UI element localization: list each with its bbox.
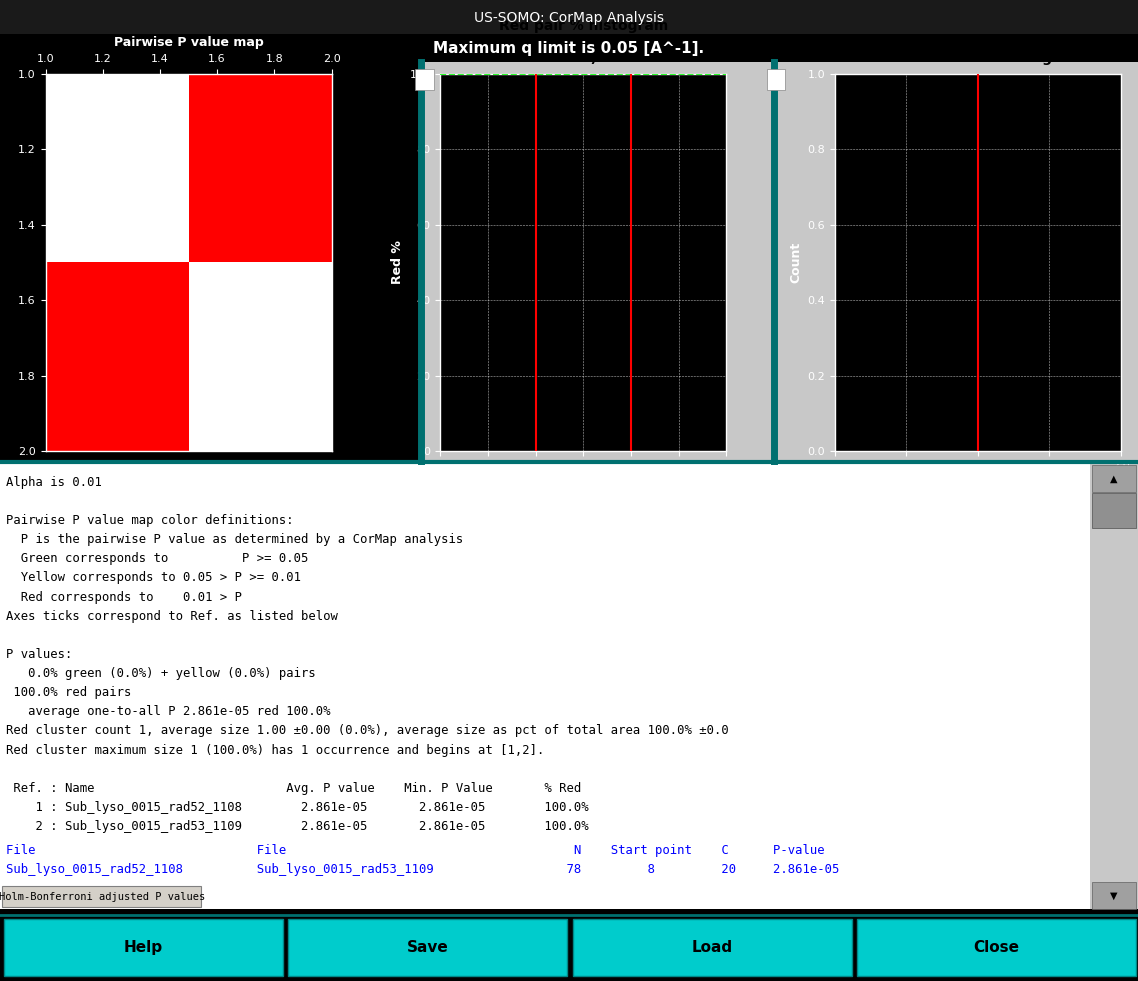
Text: Maximum q limit is 0.05 [A^-1].: Maximum q limit is 0.05 [A^-1]. [434, 41, 704, 56]
Y-axis label: Count: Count [789, 241, 802, 284]
X-axis label: Red cluster size: Red cluster size [922, 477, 1033, 490]
Text: Axes ticks correspond to Ref. as listed below: Axes ticks correspond to Ref. as listed … [6, 609, 338, 623]
Text: Pairwise P value map color definitions:: Pairwise P value map color definitions: [6, 514, 294, 527]
Text: 2 : Sub_lyso_0015_rad53_1109        2.861e-05       2.861e-05        100.0%: 2 : Sub_lyso_0015_rad53_1109 2.861e-05 2… [6, 820, 588, 833]
Title: Red pair % histogram
(Lines represent average, ±1
SD): Red pair % histogram (Lines represent av… [469, 19, 698, 66]
Text: P is the pairwise P value as determined by a CorMap analysis: P is the pairwise P value as determined … [6, 533, 463, 546]
Text: Alpha is 0.01: Alpha is 0.01 [6, 476, 101, 489]
Text: average one-to-all P 2.861e-05 red 100.0%: average one-to-all P 2.861e-05 red 100.0… [6, 705, 330, 718]
Title: Pairwise P value map: Pairwise P value map [114, 35, 263, 49]
Text: Red corresponds to    0.01 > P: Red corresponds to 0.01 > P [6, 591, 241, 603]
Text: 1 : Sub_lyso_0015_rad52_1108        2.861e-05       2.861e-05        100.0%: 1 : Sub_lyso_0015_rad52_1108 2.861e-05 2… [6, 800, 588, 814]
Text: ▲: ▲ [1111, 474, 1118, 484]
Text: ▼: ▼ [1111, 891, 1118, 901]
Text: 0.0% green (0.0%) + yellow (0.0%) pairs: 0.0% green (0.0%) + yellow (0.0%) pairs [6, 667, 315, 680]
X-axis label: Ref.: Ref. [569, 477, 597, 490]
Y-axis label: Red %: Red % [391, 240, 404, 284]
Text: Sub_lyso_0015_rad52_1108          Sub_lyso_0015_rad53_1109                  78  : Sub_lyso_0015_rad52_1108 Sub_lyso_0015_r… [6, 863, 839, 876]
Text: Red cluster count 1, average size 1.00 ±0.00 (0.0%), average size as pct of tota: Red cluster count 1, average size 1.00 ±… [6, 724, 728, 738]
Text: P values:: P values: [6, 647, 72, 661]
Text: US-SOMO: CorMap Analysis: US-SOMO: CorMap Analysis [475, 11, 663, 25]
Text: 100.0% red pairs: 100.0% red pairs [6, 687, 131, 699]
Title: Red cluster size histogram: Red cluster size histogram [874, 51, 1082, 66]
Text: File                              File                                       N  : File File N [6, 844, 824, 857]
Text: Load: Load [692, 940, 733, 955]
Text: Close: Close [974, 940, 1020, 955]
Text: Save: Save [406, 940, 448, 955]
Text: Red cluster maximum size 1 (100.0%) has 1 occurrence and begins at [1,2].: Red cluster maximum size 1 (100.0%) has … [6, 744, 544, 756]
Text: Ref. : Name                          Avg. P value    Min. P Value       % Red: Ref. : Name Avg. P value Min. P Value % … [6, 782, 580, 795]
Text: Green corresponds to          P >= 0.05: Green corresponds to P >= 0.05 [6, 552, 308, 565]
Text: Yellow corresponds to 0.05 > P >= 0.01: Yellow corresponds to 0.05 > P >= 0.01 [6, 571, 300, 585]
Text: Help: Help [124, 940, 163, 955]
Text: Holm-Bonferroni adjusted P values: Holm-Bonferroni adjusted P values [0, 892, 206, 902]
